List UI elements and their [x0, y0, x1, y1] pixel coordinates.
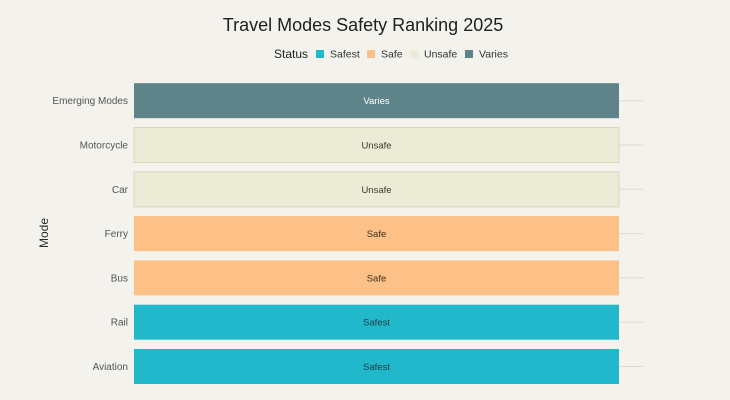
- bar-label: Unsafe: [361, 185, 391, 196]
- bar[interactable]: [133, 171, 620, 208]
- bar[interactable]: [134, 349, 619, 384]
- y-tick-labels: Aviation Rail Bus Ferry Car Motorcycle Emergin…: [52, 96, 128, 373]
- bar-label: Safe: [367, 273, 387, 284]
- legend-label: Safest: [330, 49, 360, 61]
- legend-swatch: [410, 50, 418, 58]
- legend-swatch: [316, 50, 324, 58]
- bar-label: Varies: [363, 96, 389, 107]
- bar-labels: Safest Safest Safe Safe Unsafe Unsafe Varies: [361, 96, 391, 373]
- bar-label: Safe: [367, 229, 387, 240]
- legend-item[interactable]: Safe: [367, 49, 403, 61]
- y-tick-label: Motorcycle: [80, 141, 129, 152]
- y-axis-title: Mode: [37, 218, 51, 248]
- y-tick-label: Rail: [111, 318, 128, 329]
- y-tick-label: Emerging Modes: [52, 96, 128, 107]
- bar[interactable]: [134, 260, 619, 296]
- bar[interactable]: [134, 304, 619, 340]
- legend: Status Safest Safe Unsafe Varies: [274, 47, 508, 61]
- legend-items: Safest Safe Unsafe Varies: [316, 49, 508, 61]
- bar-label: Unsafe: [361, 141, 391, 152]
- bars: [133, 83, 620, 384]
- y-tick-label: Bus: [111, 273, 128, 284]
- legend-swatch: [465, 50, 473, 58]
- bar-label: Safest: [363, 318, 390, 329]
- y-tick-label: Car: [112, 185, 129, 196]
- bar[interactable]: [134, 216, 619, 252]
- bar-label: Safest: [363, 362, 390, 373]
- legend-item[interactable]: Unsafe: [410, 49, 457, 61]
- legend-item[interactable]: Safest: [316, 49, 360, 61]
- bar[interactable]: [133, 127, 620, 163]
- y-tick-label: Ferry: [105, 229, 128, 240]
- legend-label: Safe: [381, 49, 403, 61]
- chart-title: Travel Modes Safety Ranking 2025: [223, 15, 504, 35]
- legend-label: Unsafe: [424, 49, 457, 61]
- bar[interactable]: [134, 83, 619, 119]
- legend-swatch: [367, 50, 375, 58]
- legend-title: Status: [274, 47, 308, 61]
- legend-label: Varies: [479, 49, 508, 61]
- legend-item[interactable]: Varies: [465, 49, 508, 61]
- y-tick-label: Aviation: [93, 362, 128, 373]
